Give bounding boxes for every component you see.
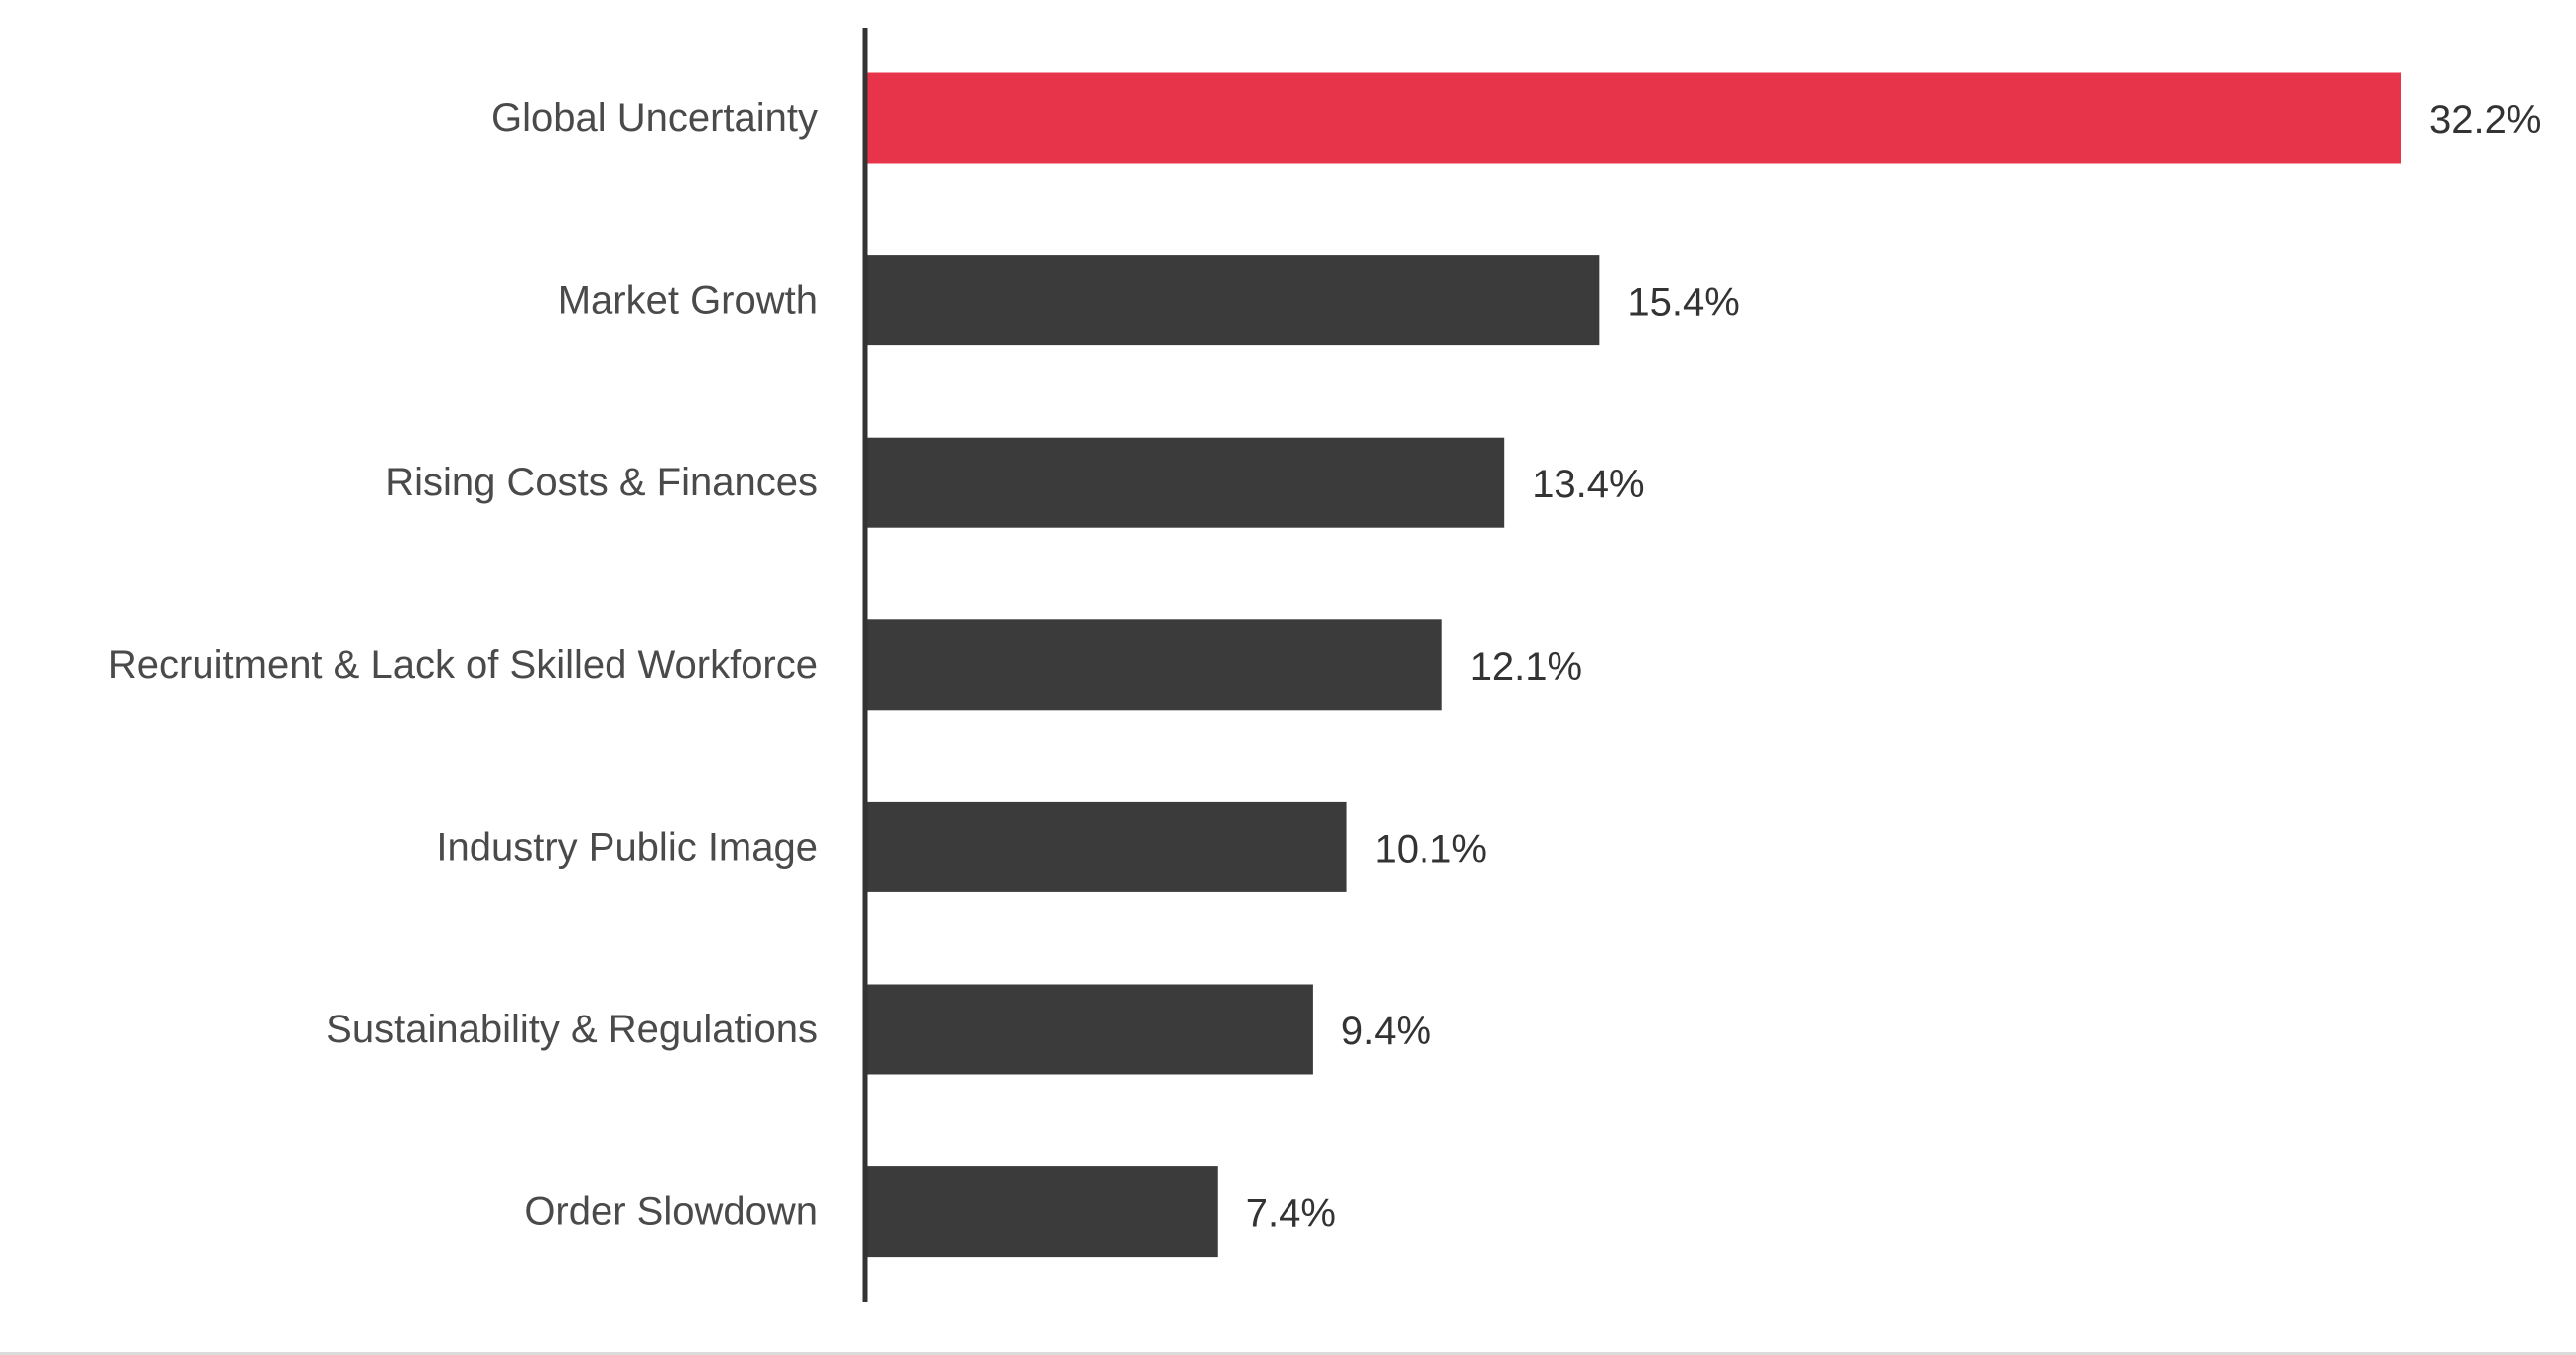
bars-group (865, 72, 2401, 1258)
bar-4 (865, 801, 1347, 892)
value-labels-group: 32.2% 15.4% 13.4% 12.1% 10.1% 9.4% 7.4% (1246, 98, 2542, 1236)
value-label-0: 32.2% (2429, 98, 2541, 142)
bottom-divider (0, 1352, 2576, 1355)
value-label-5: 9.4% (1341, 1010, 1431, 1053)
value-label-6: 7.4% (1246, 1192, 1336, 1236)
bar-6 (865, 1166, 1218, 1258)
category-label-1: Market Growth (558, 279, 818, 323)
value-label-3: 12.1% (1470, 645, 1582, 689)
category-labels-group: Global Uncertainty Market Growth Rising Co… (108, 96, 818, 1234)
category-label-5: Sustainability & Regulations (326, 1008, 818, 1051)
bar-2 (865, 437, 1505, 528)
value-label-1: 15.4% (1627, 281, 1739, 325)
bar-1 (865, 255, 1600, 346)
bar-0 (865, 72, 2401, 164)
category-label-2: Rising Costs & Finances (385, 461, 818, 504)
bar-5 (865, 984, 1313, 1075)
value-label-2: 13.4% (1532, 463, 1644, 506)
category-label-0: Global Uncertainty (491, 96, 818, 140)
category-label-6: Order Slowdown (524, 1190, 818, 1234)
category-label-3: Recruitment & Lack of Skilled Workforce (108, 643, 818, 687)
value-label-4: 10.1% (1375, 827, 1487, 871)
bar-3 (865, 619, 1442, 711)
category-label-4: Industry Public Image (436, 825, 818, 869)
